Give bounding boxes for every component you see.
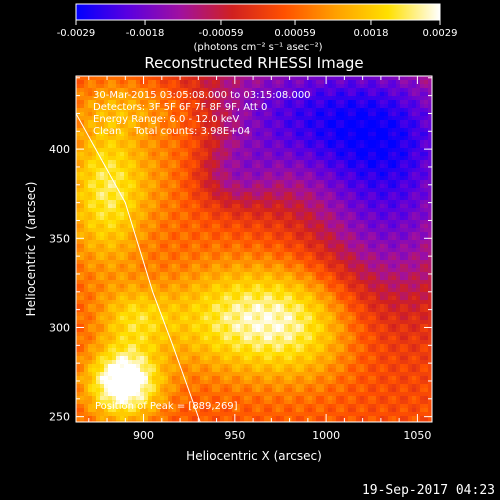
solar-limb-line [76, 113, 201, 422]
y-tick-label: 300 [49, 321, 70, 334]
colorbar-tick-label: 0.0029 [423, 28, 458, 39]
axis-ticks: 900 950 1000 1050 250 300 350 400 [49, 76, 432, 442]
plot-frame [75, 75, 433, 423]
x-tick-label: 1000 [312, 429, 340, 442]
colorbar [75, 3, 441, 21]
annotation-clean-counts: Clean Total counts: 3.98E+04 [93, 126, 250, 137]
y-axis-label: Heliocentric Y (arcsec) [24, 182, 38, 317]
colorbar-tick-label: 0.0018 [353, 28, 388, 39]
annotation-energy-range: Energy Range: 6.0 - 12.0 keV [93, 114, 239, 125]
y-tick-label: 250 [49, 411, 70, 424]
x-tick-label: 1050 [403, 429, 431, 442]
x-tick-label: 900 [133, 429, 154, 442]
colorbar-tick-label: -0.0018 [126, 28, 165, 39]
chart-title: Reconstructed RHESSI Image [144, 54, 363, 72]
colorbar-tick-label: 0.00059 [274, 28, 315, 39]
y-tick-label: 350 [49, 232, 70, 245]
annotation-detectors: Detectors: 3F 5F 6F 7F 8F 9F, Att 0 [93, 102, 267, 113]
footer-timestamp: 19-Sep-2017 04:23 [362, 483, 495, 498]
x-tick-label: 950 [224, 429, 245, 442]
colorbar-ticks: -0.0029 -0.0018 -0.00059 0.00059 0.0018 0.002… [57, 20, 458, 39]
colorbar-unit-label: (photons cm⁻² s⁻¹ asec⁻²) [193, 42, 322, 53]
annotation-time-range: 30-Mar-2015 03:05:08.000 to 03:15:08.000 [93, 90, 311, 101]
colorbar-tick-label: -0.0029 [57, 28, 96, 39]
image-heatmap [76, 76, 432, 422]
peak-position-label: Position of Peak = [889,269] [95, 401, 238, 412]
y-tick-label: 400 [49, 143, 70, 156]
colorbar-tick-label: -0.00059 [198, 28, 243, 39]
x-axis-label: Heliocentric X (arcsec) [186, 449, 322, 463]
